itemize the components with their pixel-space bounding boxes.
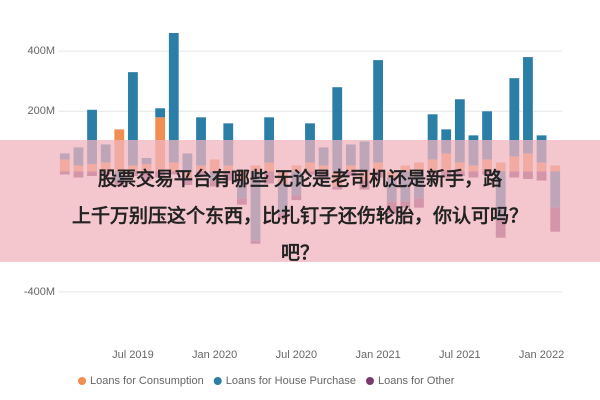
bar-segment (373, 60, 384, 163)
bar-segment (128, 72, 138, 166)
x-tick-label: Jul 2020 (276, 349, 318, 361)
legend-label: Loans for Consumption (90, 375, 204, 387)
x-tick-label: Jul 2019 (112, 349, 154, 361)
x-tick-label: Jul 2021 (439, 349, 481, 361)
overlay-text: 上千万别压这个东西，比扎钉子还伤轮胎，你认可吗？ (72, 204, 528, 227)
bar-segment (509, 78, 520, 157)
bar-segment (482, 111, 492, 160)
bar-segment (155, 108, 166, 118)
x-tick-label: Jan 2020 (192, 349, 237, 361)
x-tick-label: Jan 2022 (519, 349, 564, 361)
y-tick-label: -400M (24, 286, 55, 298)
legend-marker (78, 377, 86, 385)
y-tick-label: 200M (27, 105, 55, 117)
x-tick-label: Jan 2021 (355, 349, 400, 361)
bar-segment (427, 114, 438, 160)
overlay-banner (0, 140, 600, 262)
bar-segment (523, 57, 533, 154)
bar-segment (168, 33, 179, 163)
bar-segment (332, 87, 343, 172)
bar-segment (454, 99, 465, 163)
legend-marker (365, 377, 374, 385)
legend-marker (213, 377, 222, 385)
y-tick-label: 400M (27, 45, 55, 57)
overlay-text: 吧？ (281, 243, 319, 264)
legend-label: Loans for House Purchase (226, 375, 356, 387)
legend-label: Loans for Other (378, 375, 455, 387)
bar-segment (264, 117, 275, 163)
bar-segment (87, 109, 97, 164)
overlay-text: 股票交易平台有哪些 无论是老司机还是新手，路 (98, 167, 503, 190)
